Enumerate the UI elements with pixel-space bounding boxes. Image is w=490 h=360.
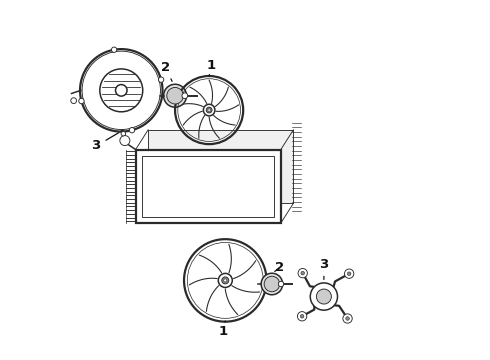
- Circle shape: [298, 269, 307, 278]
- Text: 1: 1: [219, 321, 228, 338]
- Circle shape: [264, 276, 280, 292]
- Circle shape: [278, 281, 284, 287]
- Circle shape: [120, 135, 130, 145]
- Circle shape: [208, 109, 210, 111]
- Circle shape: [346, 317, 349, 320]
- Circle shape: [79, 98, 84, 104]
- Circle shape: [182, 93, 188, 99]
- Text: 2: 2: [274, 261, 284, 274]
- Circle shape: [164, 84, 187, 107]
- Circle shape: [206, 107, 212, 113]
- Circle shape: [261, 273, 283, 295]
- Circle shape: [224, 279, 227, 282]
- Circle shape: [71, 98, 76, 104]
- Circle shape: [317, 289, 331, 304]
- Circle shape: [167, 87, 183, 104]
- Circle shape: [301, 271, 304, 275]
- Circle shape: [347, 272, 351, 275]
- Polygon shape: [148, 130, 294, 203]
- Circle shape: [111, 47, 117, 53]
- Circle shape: [297, 312, 307, 321]
- Circle shape: [218, 273, 232, 287]
- Text: 2: 2: [161, 60, 172, 81]
- Circle shape: [300, 315, 304, 318]
- Circle shape: [116, 85, 127, 96]
- Circle shape: [203, 104, 215, 116]
- Text: 3: 3: [92, 132, 119, 152]
- Circle shape: [310, 283, 338, 310]
- Circle shape: [222, 277, 229, 284]
- Circle shape: [129, 127, 135, 133]
- Circle shape: [158, 77, 164, 82]
- Text: 3: 3: [319, 258, 328, 279]
- Text: 1: 1: [206, 59, 216, 76]
- Circle shape: [343, 314, 352, 323]
- Polygon shape: [136, 149, 281, 223]
- Circle shape: [344, 269, 354, 278]
- Circle shape: [121, 131, 125, 136]
